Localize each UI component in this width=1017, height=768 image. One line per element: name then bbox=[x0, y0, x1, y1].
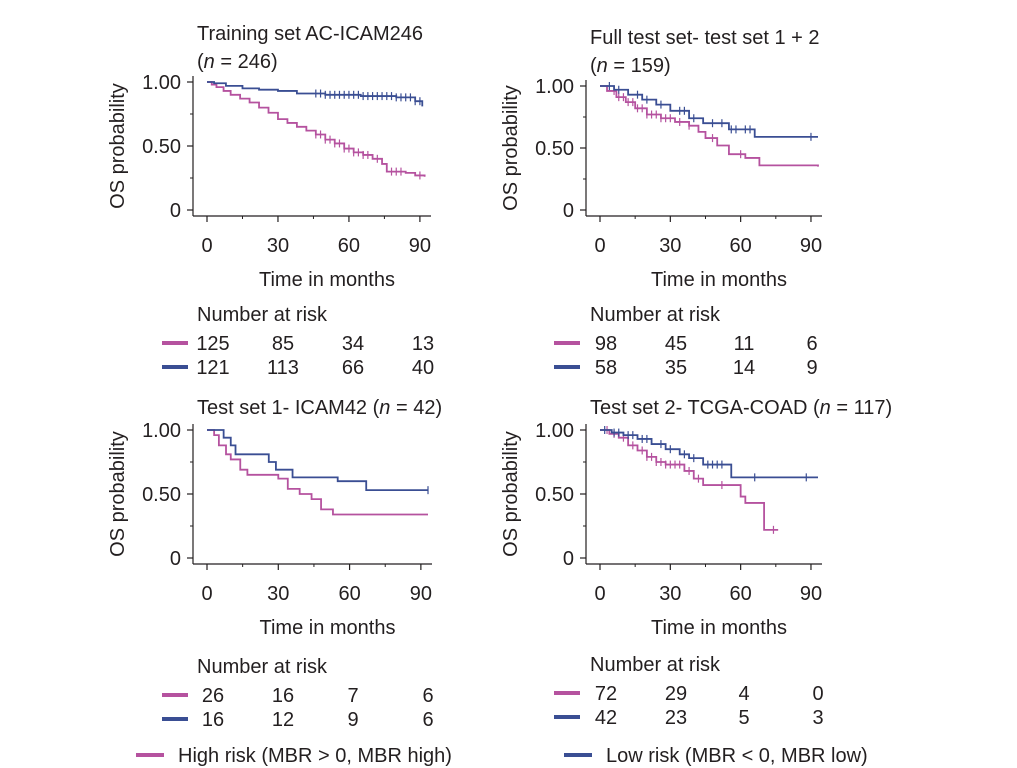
x-tick-label: 60 bbox=[338, 583, 360, 605]
panel-title-line: Test set 2- TCGA-COAD (n = 117) bbox=[590, 397, 892, 419]
x-tick-label: 60 bbox=[338, 235, 360, 257]
risk-count: 121 bbox=[196, 357, 229, 379]
high-risk-curve bbox=[207, 429, 428, 516]
risk-count: 16 bbox=[202, 709, 224, 731]
x-tick-label: 90 bbox=[409, 235, 431, 257]
low-risk-curve bbox=[600, 85, 818, 138]
km-panel-1: Training set AC-ICAM246 (n = 246) OS proba… bbox=[107, 23, 434, 379]
high-risk-curve bbox=[600, 85, 819, 167]
risk-count: 72 bbox=[595, 683, 617, 705]
panel-title-line: (n = 159) bbox=[590, 55, 671, 77]
panel-title-line: (n = 246) bbox=[197, 51, 278, 73]
y-tick-label: 0 bbox=[170, 548, 181, 570]
x-tick-label: 90 bbox=[800, 235, 822, 257]
risk-count: 3 bbox=[812, 707, 823, 729]
x-tick-label: 90 bbox=[800, 583, 822, 605]
risk-count: 35 bbox=[665, 357, 687, 379]
x-axis-label: Time in months bbox=[651, 617, 787, 639]
risk-count: 98 bbox=[595, 333, 617, 355]
risk-count: 6 bbox=[422, 685, 433, 707]
y-tick-label: 0.50 bbox=[142, 484, 181, 506]
high-risk-curve bbox=[600, 429, 779, 531]
y-tick-label: 0 bbox=[563, 548, 574, 570]
x-tick-label: 60 bbox=[730, 235, 752, 257]
x-tick-label: 0 bbox=[594, 235, 605, 257]
low-risk-curve bbox=[600, 429, 818, 479]
risk-count: 26 bbox=[202, 685, 224, 707]
risk-count: 6 bbox=[422, 709, 433, 731]
y-tick-label: 1.00 bbox=[142, 420, 181, 442]
x-axis-label: Time in months bbox=[260, 617, 396, 639]
x-axis-label: Time in months bbox=[651, 269, 787, 291]
risk-count: 23 bbox=[665, 707, 687, 729]
risk-table-title: Number at risk bbox=[197, 656, 328, 678]
figure-legend: High risk (MBR > 0, MBR high) Low risk (M… bbox=[136, 745, 868, 767]
risk-count: 16 bbox=[272, 685, 294, 707]
y-tick-label: 1.00 bbox=[535, 420, 574, 442]
x-tick-label: 60 bbox=[730, 583, 752, 605]
y-tick-label: 1.00 bbox=[142, 72, 181, 94]
risk-count: 13 bbox=[412, 333, 434, 355]
risk-count: 11 bbox=[734, 333, 755, 355]
x-tick-label: 30 bbox=[659, 235, 681, 257]
km-panel-3: Test set 1- ICAM42 (n = 42) OS probabilit… bbox=[107, 397, 442, 731]
x-tick-label: 0 bbox=[201, 583, 212, 605]
high-risk-curve bbox=[207, 81, 426, 177]
risk-count: 42 bbox=[595, 707, 617, 729]
panel-title-line: Test set 1- ICAM42 (n = 42) bbox=[197, 397, 442, 419]
risk-count: 7 bbox=[347, 685, 358, 707]
x-tick-label: 0 bbox=[201, 235, 212, 257]
risk-count: 29 bbox=[665, 683, 687, 705]
risk-count: 66 bbox=[342, 357, 364, 379]
y-tick-label: 0 bbox=[563, 200, 574, 222]
km-panel-2: Full test set- test set 1 + 2 (n = 159) OS… bbox=[500, 27, 822, 379]
risk-count: 4 bbox=[738, 683, 749, 705]
risk-count: 9 bbox=[806, 357, 817, 379]
x-tick-label: 30 bbox=[659, 583, 681, 605]
y-tick-label: 0.50 bbox=[535, 138, 574, 160]
x-tick-label: 90 bbox=[410, 583, 432, 605]
risk-count: 45 bbox=[665, 333, 687, 355]
y-tick-label: 0 bbox=[170, 200, 181, 222]
y-tick-label: 1.00 bbox=[535, 76, 574, 98]
x-tick-label: 30 bbox=[267, 583, 289, 605]
risk-count: 40 bbox=[412, 357, 434, 379]
y-axis-label: OS probability bbox=[500, 431, 522, 557]
risk-count: 58 bbox=[595, 357, 617, 379]
risk-count: 6 bbox=[806, 333, 817, 355]
km-panel-4: Test set 2- TCGA-COAD (n = 117) OS probab… bbox=[500, 397, 892, 729]
x-tick-label: 30 bbox=[267, 235, 289, 257]
y-tick-label: 0.50 bbox=[142, 136, 181, 158]
y-axis-label: OS probability bbox=[107, 83, 129, 209]
y-tick-label: 0.50 bbox=[535, 484, 574, 506]
risk-count: 9 bbox=[347, 709, 358, 731]
risk-table-title: Number at risk bbox=[590, 654, 721, 676]
y-axis-label: OS probability bbox=[107, 431, 129, 557]
y-axis-label: OS probability bbox=[500, 85, 522, 211]
legend-low-risk-label: Low risk (MBR < 0, MBR low) bbox=[606, 745, 868, 767]
legend-high-risk-label: High risk (MBR > 0, MBR high) bbox=[178, 745, 452, 767]
risk-table-title: Number at risk bbox=[197, 304, 328, 326]
risk-count: 14 bbox=[733, 357, 755, 379]
risk-count: 5 bbox=[738, 707, 749, 729]
risk-count: 0 bbox=[812, 683, 823, 705]
risk-count: 113 bbox=[267, 357, 299, 379]
risk-count: 34 bbox=[342, 333, 364, 355]
panel-title-line: Full test set- test set 1 + 2 bbox=[590, 27, 820, 49]
low-risk-curve bbox=[207, 81, 424, 107]
risk-count: 12 bbox=[272, 709, 294, 731]
risk-count: 125 bbox=[196, 333, 229, 355]
risk-count: 85 bbox=[272, 333, 294, 355]
low-risk-curve bbox=[207, 429, 428, 492]
panel-title-line: Training set AC-ICAM246 bbox=[197, 23, 423, 45]
x-tick-label: 0 bbox=[594, 583, 605, 605]
risk-table-title: Number at risk bbox=[590, 304, 721, 326]
x-axis-label: Time in months bbox=[259, 269, 395, 291]
